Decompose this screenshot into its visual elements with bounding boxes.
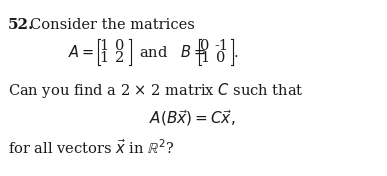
Text: $A(B\vec{x}) = C\vec{x},$: $A(B\vec{x}) = C\vec{x},$ bbox=[149, 108, 235, 128]
Text: -1: -1 bbox=[214, 39, 228, 52]
Text: 1: 1 bbox=[99, 52, 108, 65]
Text: 2: 2 bbox=[115, 52, 124, 65]
Text: 0: 0 bbox=[216, 52, 226, 65]
Text: 1: 1 bbox=[99, 39, 108, 52]
Text: 52.: 52. bbox=[8, 18, 34, 32]
Text: and   $B =$: and $B =$ bbox=[139, 44, 206, 60]
Text: .: . bbox=[234, 46, 238, 60]
Text: for all vectors $\vec{x}$ in $\mathbb{R}^2$?: for all vectors $\vec{x}$ in $\mathbb{R}… bbox=[8, 139, 175, 157]
Text: $A =$: $A =$ bbox=[68, 44, 94, 60]
Text: Consider the matrices: Consider the matrices bbox=[30, 18, 195, 32]
Text: 0: 0 bbox=[200, 39, 210, 52]
Text: 0: 0 bbox=[115, 39, 124, 52]
Text: 1: 1 bbox=[200, 52, 209, 65]
Text: Can you find a 2 $\times$ 2 matrix $C$ such that: Can you find a 2 $\times$ 2 matrix $C$ s… bbox=[8, 80, 304, 99]
